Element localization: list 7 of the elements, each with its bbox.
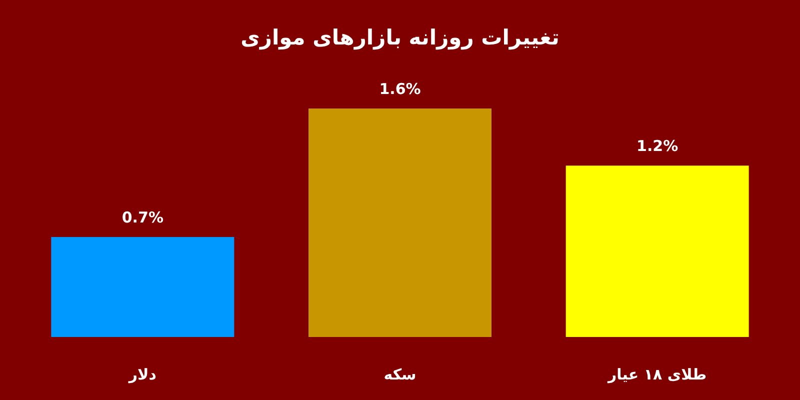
data-label: 1.2% [636, 137, 678, 156]
chart-title: تغییرات روزانه بازارهای موازی [240, 26, 560, 50]
x-tick-label: طلای ۱۸ عیار [606, 366, 707, 384]
x-tick-label: دلار [128, 366, 157, 384]
data-label: 0.7% [122, 208, 164, 227]
x-tick-label: سکه [384, 366, 416, 384]
data-label: 1.6% [379, 80, 421, 98]
